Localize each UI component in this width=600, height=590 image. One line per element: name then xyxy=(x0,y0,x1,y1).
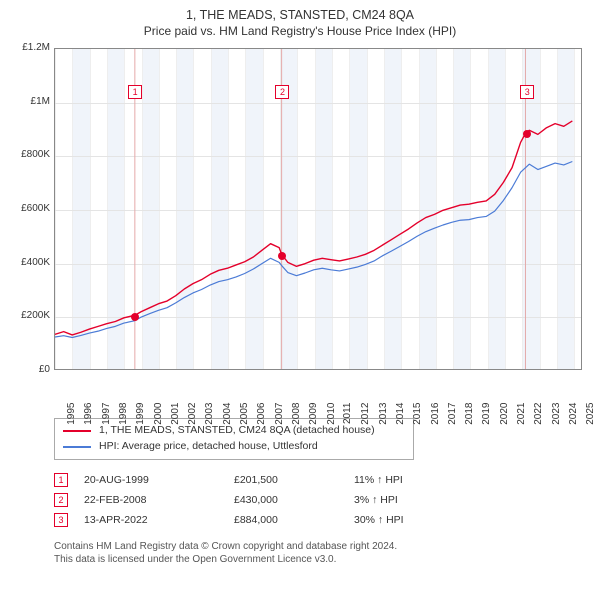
legend-label: 1, THE MEADS, STANSTED, CM24 8QA (detach… xyxy=(99,423,375,439)
sale-marker-dot xyxy=(523,130,531,138)
sale-price: £201,500 xyxy=(234,470,354,490)
table-row: 3 13-APR-2022£884,00030% ↑ HPI xyxy=(54,510,474,530)
sale-marker-box: 2 xyxy=(54,493,68,507)
x-tick-label: 2024 xyxy=(568,403,579,425)
sale-marker-dot xyxy=(278,252,286,260)
x-tick-label: 2016 xyxy=(429,403,440,425)
x-tick-label: 2015 xyxy=(412,403,423,425)
x-tick-label: 2023 xyxy=(550,403,561,425)
sale-marker-box: 3 xyxy=(54,513,68,527)
plot-area: 1 2 3 xyxy=(54,48,582,370)
x-tick-label: 2007 xyxy=(273,403,284,425)
sale-date: 13-APR-2022 xyxy=(84,510,234,530)
sale-hpi: 3% ↑ HPI xyxy=(354,490,474,510)
y-tick-label: £0 xyxy=(12,364,50,375)
table-row: 1 20-AUG-1999£201,50011% ↑ HPI xyxy=(54,470,474,490)
sale-marker-box: 3 xyxy=(520,85,534,99)
x-tick-label: 2009 xyxy=(308,403,319,425)
x-tick-label: 2006 xyxy=(256,403,267,425)
y-tick-label: £800K xyxy=(12,149,50,160)
sale-hpi: 30% ↑ HPI xyxy=(354,510,474,530)
x-tick-label: 2010 xyxy=(325,403,336,425)
x-tick-label: 2013 xyxy=(377,403,388,425)
chart-titles: 1, THE MEADS, STANSTED, CM24 8QA Price p… xyxy=(12,8,588,42)
x-tick-label: 2017 xyxy=(447,403,458,425)
x-tick-label: 2012 xyxy=(360,403,371,425)
x-tick-label: 2001 xyxy=(170,403,181,425)
x-tick-label: 2025 xyxy=(585,403,596,425)
x-tick-label: 2004 xyxy=(222,403,233,425)
x-tick-label: 2021 xyxy=(516,403,527,425)
x-tick-label: 2005 xyxy=(239,403,250,425)
sale-date: 20-AUG-1999 xyxy=(84,470,234,490)
y-tick-label: £400K xyxy=(12,257,50,268)
legend-label: HPI: Average price, detached house, Uttl… xyxy=(99,439,318,455)
legend-swatch xyxy=(63,446,91,448)
y-tick-label: £200K xyxy=(12,310,50,321)
y-tick-label: £1.2M xyxy=(12,42,50,53)
sale-marker-box: 1 xyxy=(54,473,68,487)
x-tick-label: 2000 xyxy=(152,403,163,425)
chart-area: £0 £200K £400K £600K £800K £1M £1.2M 1 2 3 19951… xyxy=(12,42,588,412)
legend-item: HPI: Average price, detached house, Uttl… xyxy=(63,439,405,455)
sales-table: 1 20-AUG-1999£201,50011% ↑ HPI 2 22-FEB-200… xyxy=(54,470,588,530)
x-axis: 1995199619971998199920002001200220032004… xyxy=(54,372,582,412)
sale-price: £884,000 xyxy=(234,510,354,530)
attribution-line: This data is licensed under the Open Gov… xyxy=(54,553,588,567)
y-tick-label: £600K xyxy=(12,203,50,214)
sale-marker-box: 1 xyxy=(128,85,142,99)
x-tick-label: 2003 xyxy=(204,403,215,425)
sale-hpi: 11% ↑ HPI xyxy=(354,470,474,490)
table-row: 2 22-FEB-2008£430,0003% ↑ HPI xyxy=(54,490,474,510)
x-tick-label: 1999 xyxy=(135,403,146,425)
chart-subtitle: Price paid vs. HM Land Registry's House … xyxy=(18,24,582,38)
x-tick-label: 2002 xyxy=(187,403,198,425)
sale-marker-box: 2 xyxy=(275,85,289,99)
sale-date: 22-FEB-2008 xyxy=(84,490,234,510)
sale-marker-dot xyxy=(131,313,139,321)
x-tick-label: 2011 xyxy=(342,403,353,425)
x-tick-label: 2008 xyxy=(291,403,302,425)
x-tick-label: 1997 xyxy=(100,403,111,425)
sale-price: £430,000 xyxy=(234,490,354,510)
y-tick-label: £1M xyxy=(12,96,50,107)
x-tick-label: 2022 xyxy=(533,403,544,425)
x-tick-label: 1996 xyxy=(83,403,94,425)
x-tick-label: 1998 xyxy=(118,403,129,425)
x-tick-label: 2018 xyxy=(464,403,475,425)
y-axis: £0£200K£400K£600K£800K£1M£1.2M xyxy=(12,48,52,370)
attribution-line: Contains HM Land Registry data © Crown c… xyxy=(54,540,588,554)
x-tick-label: 1995 xyxy=(66,403,77,425)
x-tick-label: 2020 xyxy=(499,403,510,425)
x-tick-label: 2019 xyxy=(481,403,492,425)
legend-swatch xyxy=(63,430,91,432)
chart-title-address: 1, THE MEADS, STANSTED, CM24 8QA xyxy=(18,8,582,22)
x-tick-label: 2014 xyxy=(395,403,406,425)
legend-item: 1, THE MEADS, STANSTED, CM24 8QA (detach… xyxy=(63,423,405,439)
attribution: Contains HM Land Registry data © Crown c… xyxy=(54,540,588,567)
